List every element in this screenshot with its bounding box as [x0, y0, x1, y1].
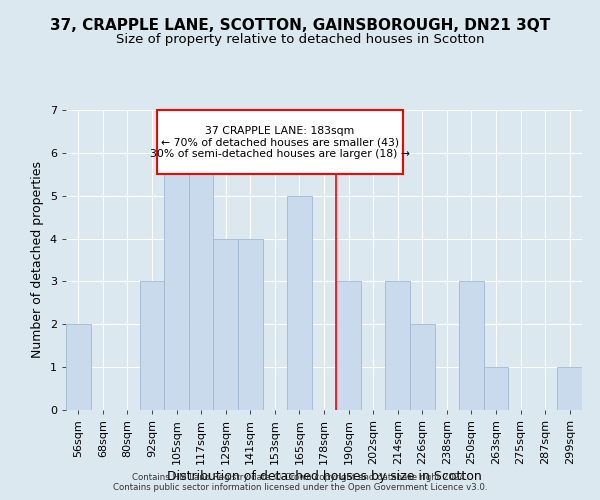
Bar — [459, 282, 484, 410]
FancyBboxPatch shape — [157, 110, 403, 174]
Y-axis label: Number of detached properties: Number of detached properties — [31, 162, 44, 358]
X-axis label: Distribution of detached houses by size in Scotton: Distribution of detached houses by size … — [167, 470, 481, 482]
Bar — [410, 324, 434, 410]
Bar — [557, 367, 582, 410]
Bar — [140, 282, 164, 410]
Text: 37, CRAPPLE LANE, SCOTTON, GAINSBOROUGH, DN21 3QT: 37, CRAPPLE LANE, SCOTTON, GAINSBOROUGH,… — [50, 18, 550, 32]
Bar — [189, 153, 214, 410]
Text: Contains HM Land Registry data © Crown copyright and database right 2024.
Contai: Contains HM Land Registry data © Crown c… — [113, 473, 487, 492]
Bar — [164, 153, 189, 410]
Text: 37 CRAPPLE LANE: 183sqm
← 70% of detached houses are smaller (43)
30% of semi-de: 37 CRAPPLE LANE: 183sqm ← 70% of detache… — [150, 126, 410, 158]
Bar — [238, 238, 263, 410]
Bar — [287, 196, 312, 410]
Bar — [484, 367, 508, 410]
Bar — [214, 238, 238, 410]
Text: Size of property relative to detached houses in Scotton: Size of property relative to detached ho… — [116, 32, 484, 46]
Bar — [336, 282, 361, 410]
Bar — [385, 282, 410, 410]
Bar — [66, 324, 91, 410]
